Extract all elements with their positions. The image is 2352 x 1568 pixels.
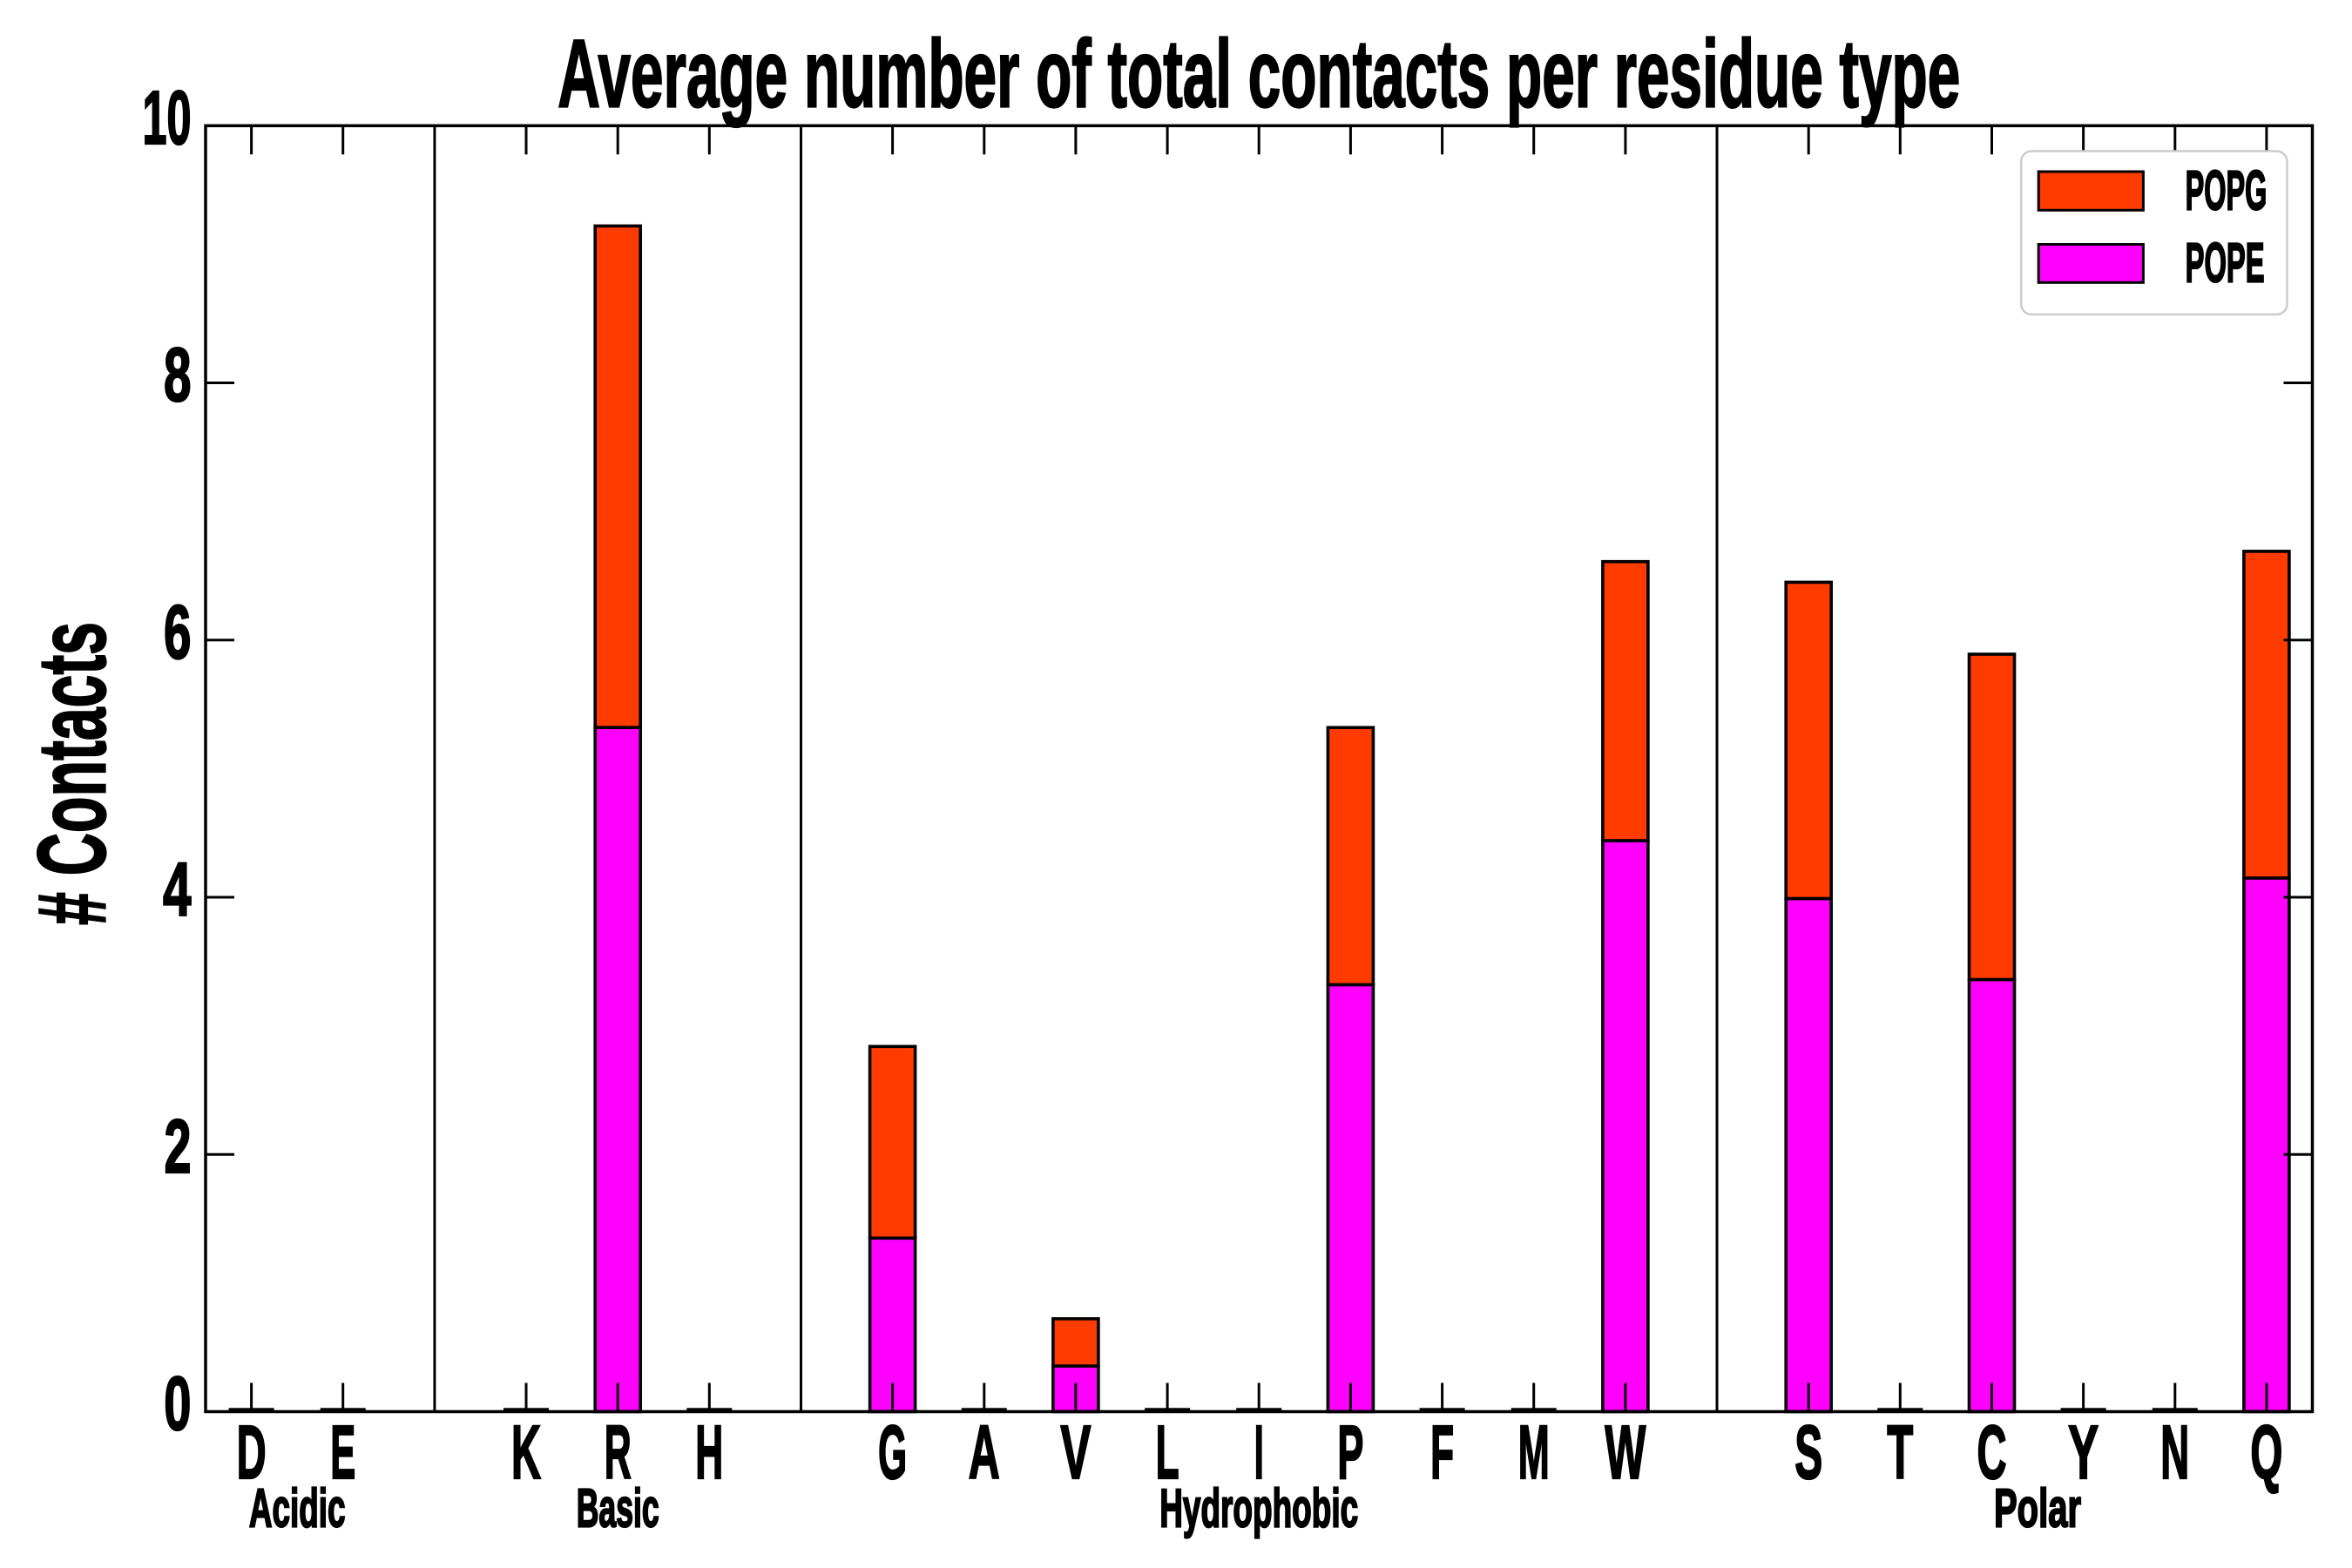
svg-text:4: 4: [163, 848, 192, 932]
svg-text:I: I: [1254, 1410, 1264, 1495]
svg-text:H: H: [695, 1410, 723, 1495]
svg-text:Average number of total contac: Average number of total contacts per res…: [558, 21, 1960, 128]
svg-text:0: 0: [164, 1362, 191, 1446]
svg-text:Acidic: Acidic: [249, 1479, 346, 1539]
svg-text:F: F: [1430, 1410, 1454, 1495]
svg-text:D: D: [237, 1410, 267, 1495]
svg-text:2: 2: [165, 1105, 192, 1189]
svg-text:T: T: [1887, 1410, 1913, 1495]
svg-text:N: N: [2160, 1410, 2189, 1495]
svg-text:Q: Q: [2250, 1410, 2282, 1495]
svg-text:E: E: [330, 1410, 355, 1495]
svg-text:Y: Y: [2068, 1410, 2099, 1495]
svg-text:10: 10: [143, 76, 192, 160]
svg-text:6: 6: [164, 590, 192, 674]
svg-text:G: G: [878, 1410, 907, 1495]
svg-text:K: K: [511, 1410, 541, 1495]
svg-text:Basic: Basic: [577, 1479, 659, 1539]
svg-text:POPG: POPG: [2186, 159, 2268, 221]
svg-text:R: R: [605, 1410, 632, 1495]
svg-text:S: S: [1794, 1410, 1822, 1495]
svg-text:W: W: [1605, 1410, 1646, 1495]
svg-text:V: V: [1060, 1410, 1091, 1495]
svg-text:# Contacts: # Contacts: [18, 622, 125, 925]
svg-text:C: C: [1977, 1410, 2007, 1495]
svg-text:Polar: Polar: [1994, 1479, 2081, 1539]
svg-text:L: L: [1156, 1410, 1179, 1495]
svg-text:A: A: [969, 1410, 1000, 1495]
svg-text:Hydrophobic: Hydrophobic: [1159, 1479, 1358, 1539]
svg-text:8: 8: [164, 333, 192, 417]
svg-text:M: M: [1518, 1410, 1550, 1495]
svg-text:P: P: [1337, 1410, 1363, 1495]
svg-text:POPE: POPE: [2186, 231, 2265, 294]
